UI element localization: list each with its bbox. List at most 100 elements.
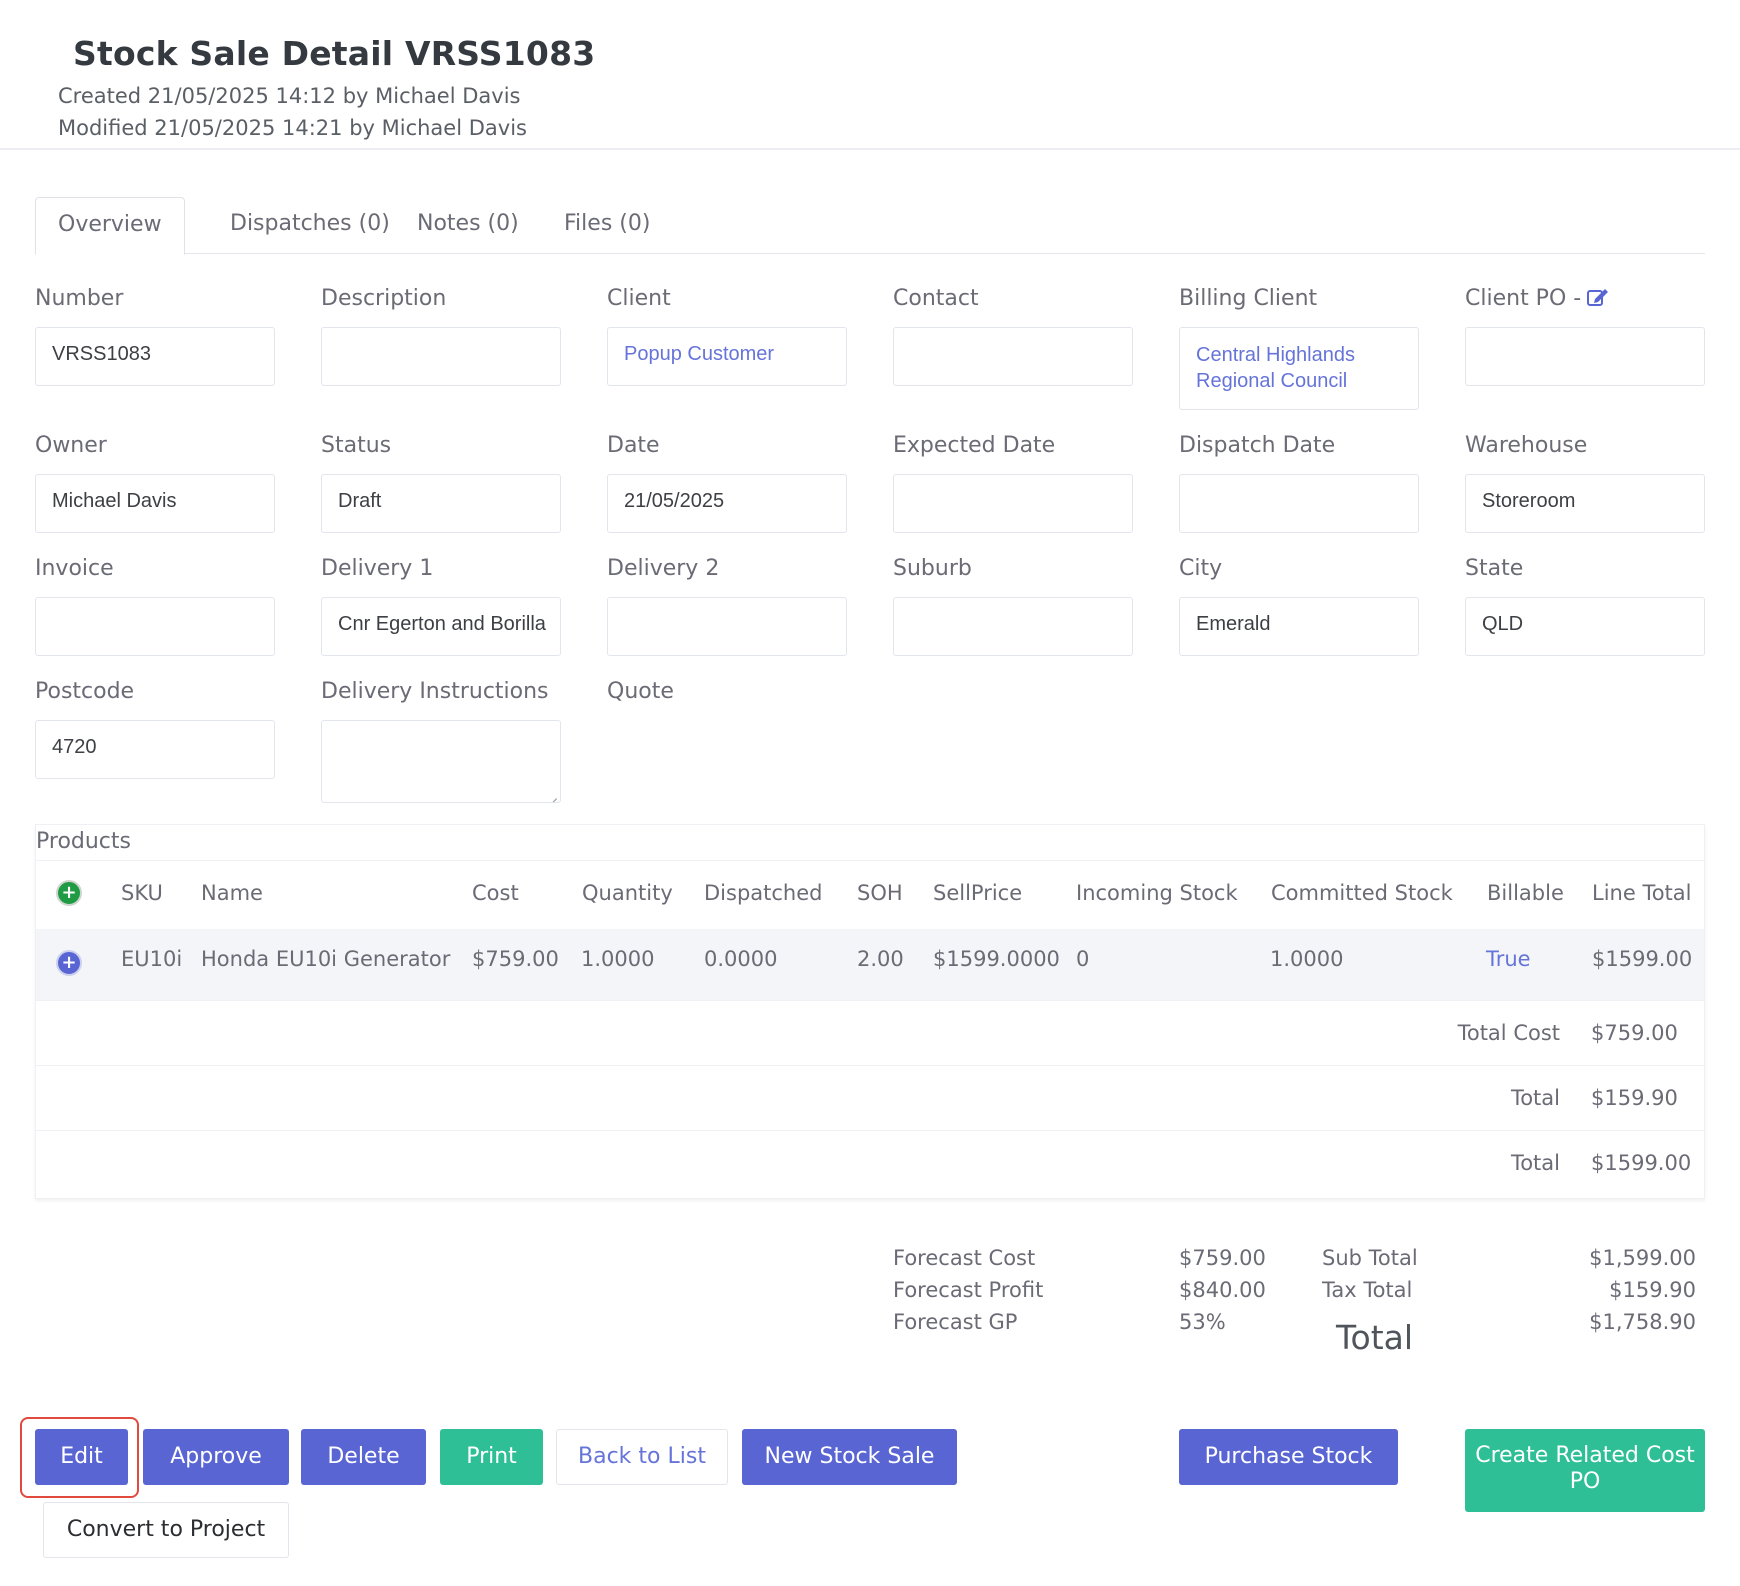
state-field[interactable]: QLD (1465, 597, 1705, 656)
grand-total-value: $1,758.90 (1589, 1310, 1696, 1334)
summary-row-tax-total: Total $159.90 (36, 1065, 1704, 1130)
purchase-stock-button[interactable]: Purchase Stock (1179, 1429, 1398, 1485)
cell-soh: 2.00 (857, 947, 904, 971)
table-row[interactable] (36, 929, 1704, 1000)
dispatch-date-field[interactable] (1179, 474, 1419, 533)
owner-field[interactable]: Michael Davis (35, 474, 275, 533)
contact-label: Contact (893, 286, 979, 311)
print-button[interactable]: Print (440, 1429, 543, 1485)
grand-total-label: Total (1336, 1318, 1414, 1357)
cell-sku: EU10i (121, 947, 183, 971)
date-label: Date (607, 433, 660, 458)
invoice-field[interactable] (35, 597, 275, 656)
client-po-field[interactable] (1465, 327, 1705, 386)
state-label: State (1465, 556, 1524, 581)
col-dispatched: Dispatched (704, 881, 823, 905)
add-product-icon[interactable]: + (56, 880, 82, 906)
products-panel: Products + SKU Name Cost Quantity Dispat… (35, 824, 1705, 1199)
edit-icon[interactable] (1587, 287, 1609, 307)
number-label: Number (35, 286, 124, 311)
suburb-label: Suburb (893, 556, 972, 581)
tax-total-value: $159.90 (1609, 1278, 1696, 1302)
cell-sellprice: $1599.0000 (933, 947, 1060, 971)
expected-date-field[interactable] (893, 474, 1133, 533)
col-committed-stock: Committed Stock (1271, 881, 1453, 905)
delivery1-field[interactable]: Cnr Egerton and Borilla (321, 597, 561, 656)
summary-total-cost-label: Total Cost (1457, 1021, 1560, 1045)
cell-cost: $759.00 (472, 947, 559, 971)
client-label: Client (607, 286, 671, 311)
quote-label: Quote (607, 679, 674, 704)
description-field[interactable] (321, 327, 561, 386)
delivery-instructions-label: Delivery Instructions (321, 679, 549, 704)
page-header: Stock Sale Detail VRSS1083 Created 21/05… (0, 0, 1740, 150)
cell-dispatched: 0.0000 (704, 947, 778, 971)
contact-field[interactable] (893, 327, 1133, 386)
page-title: Stock Sale Detail VRSS1083 (73, 34, 596, 73)
summary-row-total-cost: Total Cost $759.00 (36, 1000, 1704, 1065)
forecast-gp-label: Forecast GP (893, 1310, 1018, 1334)
tax-total-label: Tax Total (1322, 1278, 1413, 1302)
col-quantity: Quantity (582, 881, 673, 905)
convert-to-project-button[interactable]: Convert to Project (43, 1502, 289, 1558)
summary-tax-total-value: $159.90 (1591, 1086, 1678, 1110)
summary-tax-total-label: Total (1510, 1086, 1560, 1110)
billing-client-label: Billing Client (1179, 286, 1318, 311)
cell-committed-stock: 1.0000 (1270, 947, 1344, 971)
client-po-label-text: Client PO - (1465, 286, 1582, 311)
resize-grip-icon[interactable] (547, 789, 557, 799)
cell-quantity: 1.0000 (581, 947, 655, 971)
back-to-list-button[interactable]: Back to List (556, 1429, 728, 1485)
tab-files[interactable]: Files (0) (564, 211, 651, 236)
warehouse-label: Warehouse (1465, 433, 1588, 458)
col-line-total: Line Total (1592, 881, 1692, 905)
forecast-cost-value: $759.00 (1179, 1246, 1266, 1270)
col-soh: SOH (857, 881, 903, 905)
dispatch-date-label: Dispatch Date (1179, 433, 1336, 458)
tab-notes[interactable]: Notes (0) (417, 211, 519, 236)
city-field[interactable]: Emerald (1179, 597, 1419, 656)
status-field[interactable]: Draft (321, 474, 561, 533)
summary-total-label: Total (1510, 1151, 1560, 1175)
delivery2-field[interactable] (607, 597, 847, 656)
description-label: Description (321, 286, 447, 311)
number-field[interactable]: VRSS1083 (35, 327, 275, 386)
cell-billable-link[interactable]: True (1486, 947, 1531, 971)
col-name: Name (201, 881, 263, 905)
forecast-gp-value: 53% (1179, 1310, 1226, 1334)
create-related-cost-po-button[interactable]: Create Related Cost PO (1465, 1429, 1705, 1512)
tab-dispatches[interactable]: Dispatches (0) (230, 211, 390, 236)
city-label: City (1179, 556, 1223, 581)
sub-total-label: Sub Total (1322, 1246, 1418, 1270)
sub-total-value: $1,599.00 (1589, 1246, 1696, 1270)
new-stock-sale-button[interactable]: New Stock Sale (742, 1429, 957, 1485)
client-link[interactable]: Popup Customer (607, 327, 847, 386)
col-cost: Cost (472, 881, 519, 905)
modified-info: Modified 21/05/2025 14:21 by Michael Dav… (58, 116, 527, 140)
summary-total-cost-value: $759.00 (1591, 1021, 1678, 1045)
postcode-field[interactable]: 4720 (35, 720, 275, 779)
tab-overview[interactable]: Overview (35, 197, 185, 255)
forecast-profit-value: $840.00 (1179, 1278, 1266, 1302)
billing-client-link[interactable]: Central Highlands Regional Council (1179, 327, 1419, 410)
suburb-field[interactable] (893, 597, 1133, 656)
delivery-instructions-textarea[interactable] (321, 720, 561, 803)
delivery1-label: Delivery 1 (321, 556, 434, 581)
edit-button-highlight (20, 1417, 139, 1498)
cell-incoming-stock: 0 (1076, 947, 1090, 971)
delete-button[interactable]: Delete (301, 1429, 426, 1485)
col-sellprice: SellPrice (933, 881, 1023, 905)
expand-row-icon[interactable]: + (56, 950, 82, 976)
expected-date-label: Expected Date (893, 433, 1056, 458)
col-billable: Billable (1487, 881, 1564, 905)
client-po-label: Client PO - (1465, 286, 1609, 311)
edit-button[interactable]: Edit (35, 1429, 128, 1485)
warehouse-field[interactable]: Storeroom (1465, 474, 1705, 533)
cell-name: Honda EU10i Generator (201, 947, 451, 971)
forecast-cost-label: Forecast Cost (893, 1246, 1036, 1270)
col-incoming-stock: Incoming Stock (1076, 881, 1238, 905)
approve-button[interactable]: Approve (143, 1429, 289, 1485)
invoice-label: Invoice (35, 556, 114, 581)
date-field[interactable]: 21/05/2025 (607, 474, 847, 533)
col-sku: SKU (121, 881, 163, 905)
